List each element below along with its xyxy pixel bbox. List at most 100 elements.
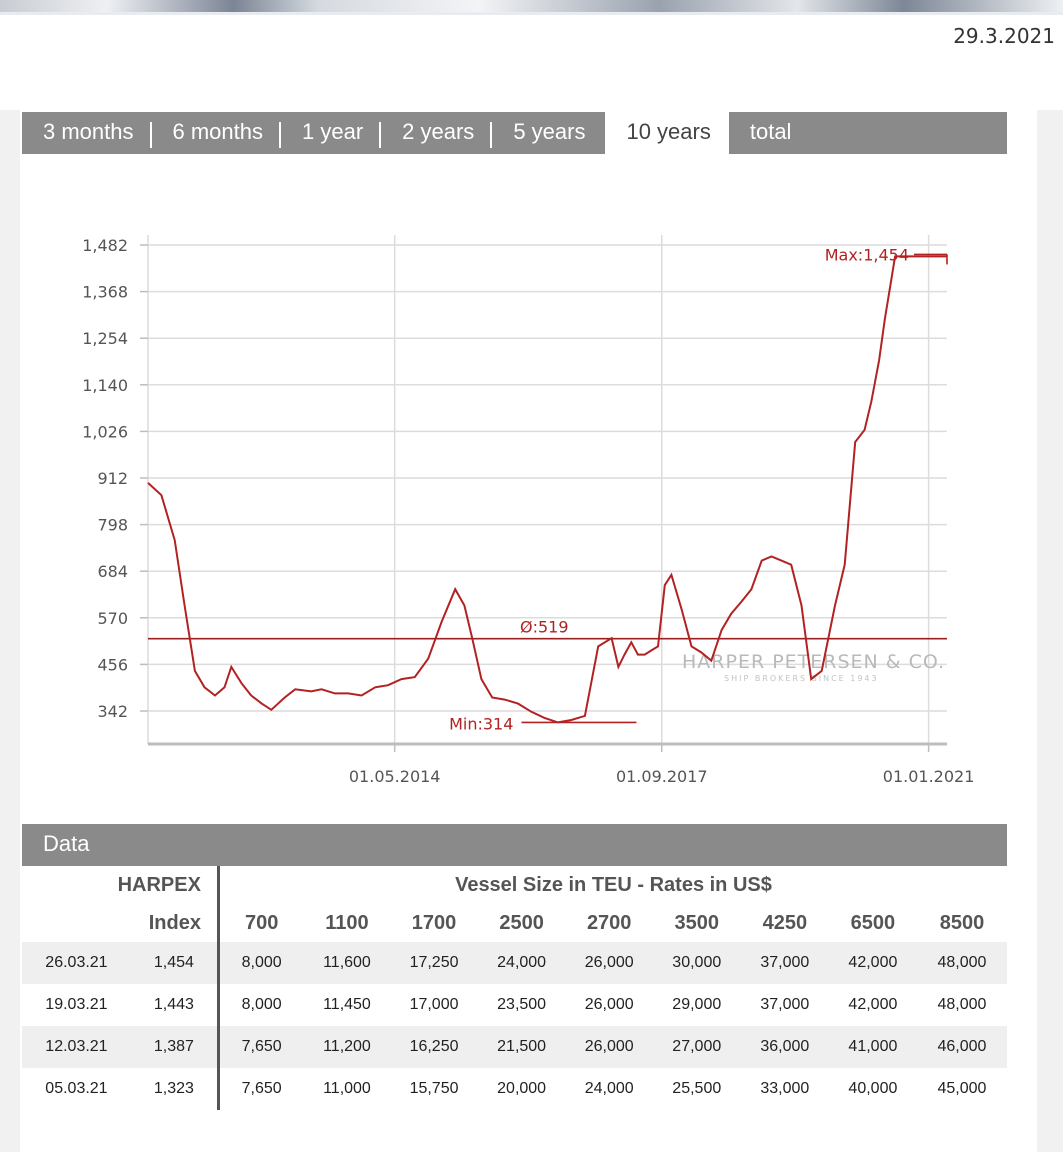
cell-rate: 23,500 (497, 996, 547, 1013)
tab-separator (149, 122, 152, 148)
table-group-header-row: HARPEX Vessel Size in TEU - Rates in US$ (22, 866, 1007, 904)
table-row: 26.03.21 1,454 8,000 11,600 17,250 24,00… (22, 942, 1007, 984)
cell-rate: 40,000 (848, 1080, 898, 1097)
harpex-chart-panel: 1,482 1,368 1,254 1,140 1,026 912 798 684 570 456… (22, 154, 1007, 824)
cell-rate: 48,000 (937, 996, 987, 1013)
cell-rate: 15,750 (409, 1080, 459, 1097)
average-label: Ø:519 (520, 618, 569, 637)
watermark-subtitle: SHIP BROKERS SINCE 1943 (724, 674, 879, 683)
x-tick-label: 01.05.2014 (349, 767, 441, 786)
y-tick-label: 1,254 (82, 329, 128, 348)
left-frame (0, 110, 20, 1152)
harpex-group-header: HARPEX (22, 866, 220, 904)
tab-separator (379, 122, 382, 148)
cell-rate: 46,000 (916, 1026, 1007, 1068)
x-tick-label: 01.09.2017 (616, 767, 708, 786)
y-tick-label: 1,140 (82, 376, 128, 395)
cell-rate: 42,000 (828, 942, 917, 984)
y-tick-label: 570 (97, 609, 128, 628)
tab-6-months[interactable]: 6 months (152, 112, 281, 154)
y-tick-label: 798 (97, 516, 128, 535)
cell-rate: 11,450 (323, 996, 371, 1013)
harpex-line-chart: 1,482 1,368 1,254 1,140 1,026 912 798 684 570 456… (82, 235, 975, 786)
cell-rate: 37,000 (760, 996, 810, 1013)
header-2700: 2700 (586, 911, 632, 934)
y-tick-label: 684 (97, 562, 128, 581)
cell-index: 1,454 (130, 942, 220, 984)
y-tick-label: 342 (97, 702, 128, 721)
vessel-size-group-header: Vessel Size in TEU - Rates in US$ (455, 873, 772, 896)
cell-date: 26.03.21 (22, 942, 131, 984)
cell-rate: 26,000 (584, 996, 634, 1013)
cell-rate: 27,000 (652, 1026, 741, 1068)
tab-1-year[interactable]: 1 year (281, 112, 382, 154)
table-header-row: Index 700 1100 1700 2500 2700 3500 4250 … (22, 904, 1007, 942)
cell-rate: 24,000 (584, 1080, 634, 1097)
cell-index: 1,443 (130, 984, 220, 1026)
cell-rate: 11,000 (323, 1080, 371, 1097)
data-section-header: Data (22, 824, 1007, 866)
cell-rate: 29,000 (672, 996, 722, 1013)
y-tick-label: 1,482 (82, 236, 128, 255)
header-700: 700 (245, 911, 279, 934)
tab-3-months[interactable]: 3 months (22, 112, 152, 154)
y-tick-label: 456 (97, 655, 128, 674)
header-3500: 3500 (674, 911, 720, 934)
cell-rate: 8,000 (218, 942, 304, 984)
header-6500: 6500 (850, 911, 896, 934)
cell-date: 19.03.21 (45, 996, 108, 1013)
cell-rate: 17,250 (390, 942, 478, 984)
header-1100: 1100 (325, 911, 369, 934)
header-date (22, 904, 131, 942)
tab-10-years[interactable]: 10 years (605, 112, 729, 154)
tab-2-years[interactable]: 2 years (381, 112, 493, 154)
header-4250: 4250 (762, 911, 808, 934)
y-tick-label: 912 (97, 469, 128, 488)
chart-grid (147, 235, 947, 744)
rates-table: HARPEX Vessel Size in TEU - Rates in US$… (22, 866, 1007, 1110)
cell-rate: 45,000 (937, 1080, 987, 1097)
cell-rate: 8,000 (241, 996, 282, 1013)
cell-date: 12.03.21 (22, 1026, 131, 1068)
right-frame (1037, 110, 1063, 1152)
cell-rate: 11,600 (303, 942, 391, 984)
table-row: 05.03.21 1,323 7,650 11,000 15,750 20,00… (22, 1068, 1007, 1110)
cell-rate: 42,000 (848, 996, 898, 1013)
cell-rate: 37,000 (740, 942, 829, 984)
cell-rate: 16,250 (390, 1026, 478, 1068)
table-row: 19.03.21 1,443 8,000 11,450 17,000 23,50… (22, 984, 1007, 1026)
header-1700: 1700 (411, 911, 457, 934)
cell-rate: 26,000 (565, 1026, 653, 1068)
header-8500: 8500 (939, 911, 985, 934)
cell-rate: 20,000 (497, 1080, 547, 1097)
cell-rate: 26,000 (565, 942, 653, 984)
x-axis-ticks: 01.05.2014 01.09.2017 01.01.2021 (349, 744, 975, 786)
tab-separator (279, 122, 281, 148)
cell-rate: 33,000 (760, 1080, 810, 1097)
cell-rate: 7,650 (241, 1080, 282, 1097)
y-tick-label: 1,368 (82, 283, 128, 302)
cell-index: 1,323 (130, 1068, 220, 1110)
tab-5-years[interactable]: 5 years (513, 119, 586, 144)
cell-rate: 7,650 (218, 1026, 304, 1068)
cell-rate: 11,200 (303, 1026, 391, 1068)
harpex-series-line (147, 255, 947, 724)
watermark-title: HARPER PETERSEN & CO. (682, 651, 945, 673)
min-label: Min:314 (449, 714, 513, 733)
header-2500: 2500 (499, 911, 544, 934)
cell-date: 05.03.21 (45, 1080, 108, 1097)
y-axis-ticks: 1,482 1,368 1,254 1,140 1,026 912 798 684 570 456… (82, 236, 148, 721)
top-banner-underline (0, 12, 1063, 15)
table-row: 12.03.21 1,387 7,650 11,200 16,250 21,50… (22, 1026, 1007, 1068)
cell-rate: 41,000 (828, 1026, 917, 1068)
page-date: 29.3.2021 (953, 24, 1055, 48)
cell-rate: 24,000 (477, 942, 566, 984)
tab-separator (490, 122, 493, 148)
range-tabs: 3 months 6 months 1 year 2 years 5 years… (22, 112, 1007, 154)
cell-rate: 48,000 (916, 942, 1007, 984)
cell-rate: 21,500 (477, 1026, 566, 1068)
chart-watermark: HARPER PETERSEN & CO. SHIP BROKERS SINCE… (682, 651, 945, 683)
tab-total[interactable]: total (749, 119, 792, 144)
x-tick-label: 01.01.2021 (883, 767, 975, 786)
cell-rate: 36,000 (740, 1026, 829, 1068)
